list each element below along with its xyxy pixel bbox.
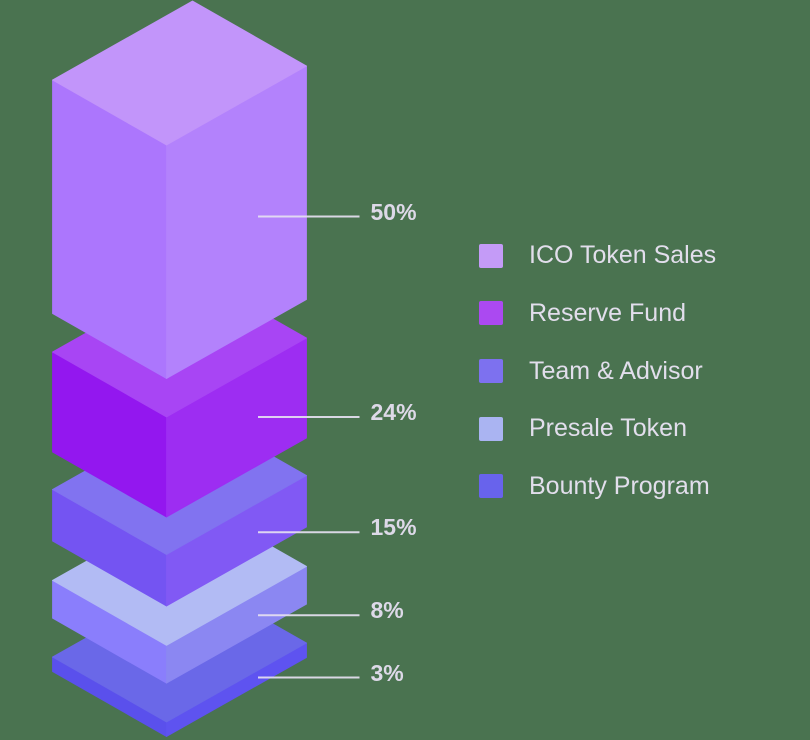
legend-item-2: Reserve Fund <box>479 298 687 327</box>
legend-label-2: Reserve Fund <box>529 298 687 327</box>
legend-item-5: Bounty Program <box>479 471 710 500</box>
legend-label-3: Team & Advisor <box>529 356 703 385</box>
legend-label-5: Bounty Program <box>529 471 710 500</box>
legend-swatch-5 <box>479 474 503 499</box>
legend-item-3: Team & Advisor <box>479 356 703 385</box>
value-label-50%: 50% <box>370 198 417 225</box>
value-label-15%: 15% <box>370 514 417 541</box>
legend-swatch-2 <box>479 301 503 326</box>
legend-label-1: ICO Token Sales <box>529 241 717 270</box>
box-1-top-face <box>52 0 307 146</box>
legend-swatch-4 <box>479 416 503 441</box>
legend-label-4: Presale Token <box>529 414 687 443</box>
box-segment-1 <box>52 0 307 379</box>
legend-item-1: ICO Token Sales <box>479 241 717 270</box>
legend-swatch-3 <box>479 359 503 383</box>
value-label-24%: 24% <box>370 399 417 425</box>
value-label-3%: 3% <box>370 659 404 686</box>
legend-swatch-1 <box>479 243 503 268</box>
legend-item-4: Presale Token <box>479 414 687 443</box>
value-label-8%: 8% <box>370 597 404 624</box>
